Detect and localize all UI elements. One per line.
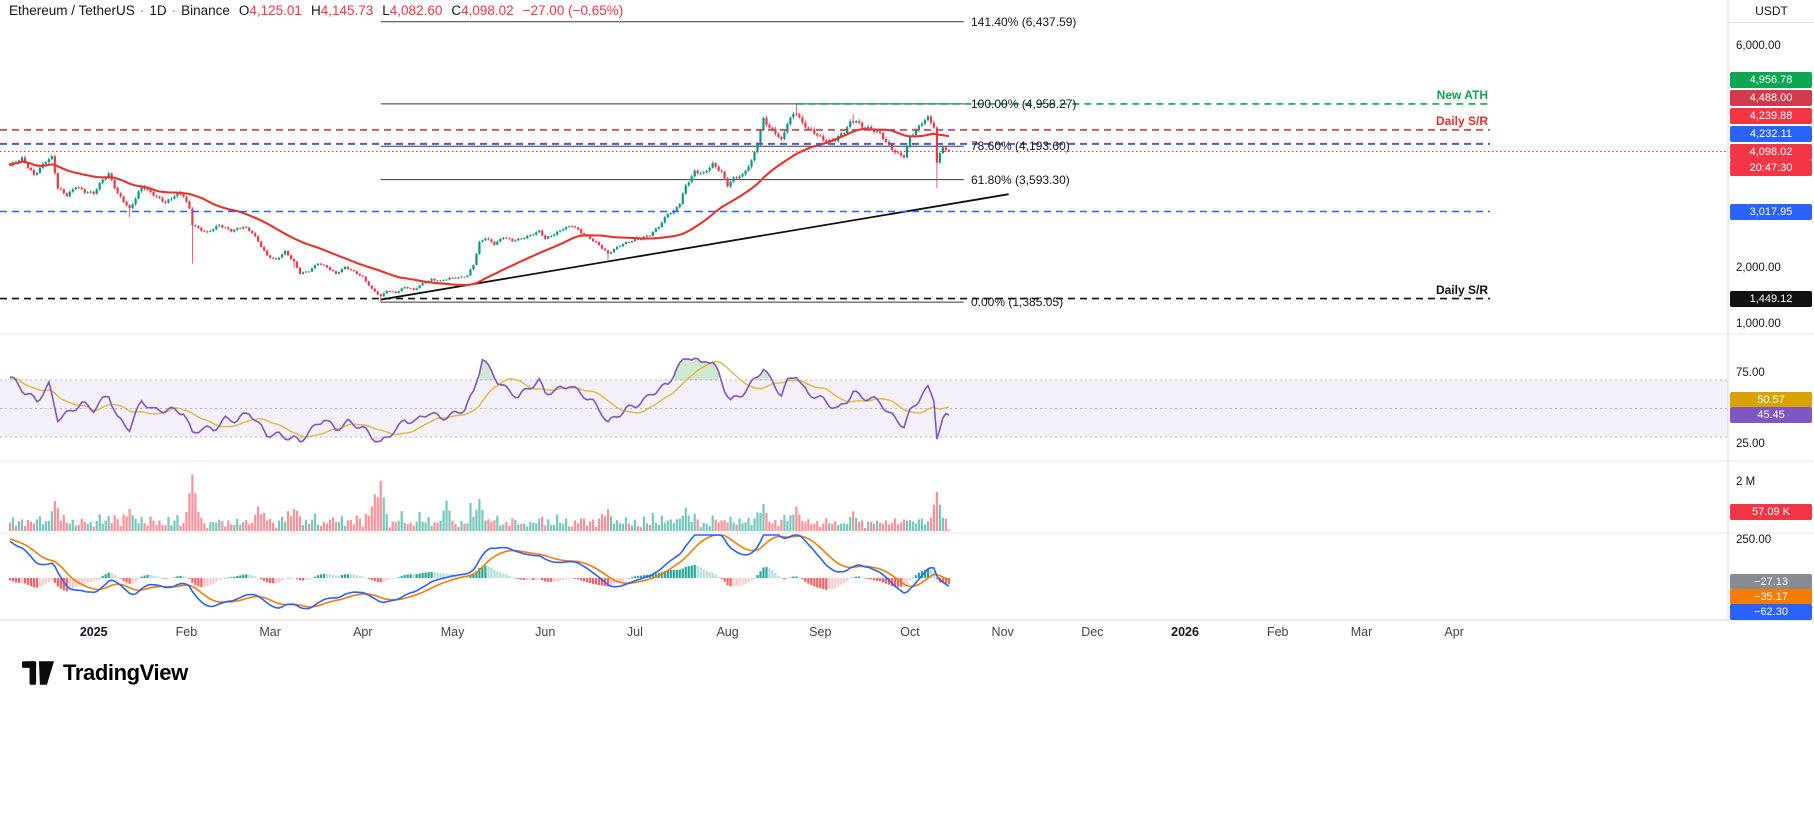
- volume-tag: 57.09 K: [1730, 504, 1812, 520]
- time-axis-label: 2026: [1171, 625, 1199, 639]
- price-tick: 2,000.00: [1736, 262, 1781, 274]
- fib-level-label[interactable]: 78.60% (4,193.60): [971, 139, 1070, 154]
- time-axis-label: Jun: [535, 625, 556, 639]
- price-tag-sr-upper: 4,488.00: [1730, 89, 1812, 106]
- low-label: L: [382, 3, 390, 18]
- symbol-legend[interactable]: Ethereum / TetherUS · 1D · Binance O4,125.01 H…: [9, 3, 623, 18]
- legend-separator-icon: ·: [139, 3, 145, 18]
- price-tag-last-price: 4,098.02: [1730, 143, 1812, 160]
- macd-signal-tag: −35.17: [1730, 589, 1812, 606]
- price-tick: 6,000.00: [1736, 40, 1781, 52]
- legend-separator-icon: ·: [171, 3, 177, 18]
- open-value: 4,125.01: [249, 3, 302, 18]
- price-axis-currency[interactable]: USDT: [1729, 0, 1814, 23]
- macd-tick: 250.00: [1736, 534, 1772, 546]
- annotation-daily-sr-upper[interactable]: Daily S/R: [1435, 113, 1488, 128]
- low-value: 4,082.60: [389, 3, 443, 18]
- macd-hist-tag: −27.13: [1730, 574, 1812, 591]
- fib-level-label[interactable]: 141.40% (6,437.59): [971, 14, 1077, 29]
- price-tick: 1,000.00: [1736, 317, 1781, 330]
- exchange-label[interactable]: Binance: [181, 3, 230, 18]
- time-axis-label: 2025: [79, 625, 108, 639]
- change-value: −27.00 (−0.65%): [522, 3, 624, 18]
- rsi-tick: 75.00: [1736, 366, 1765, 379]
- time-axis-label: Mar: [259, 625, 281, 639]
- fib-level-label[interactable]: 61.80% (3,593.30): [971, 172, 1070, 187]
- time-axis-label: Feb: [1266, 625, 1289, 639]
- interval-label[interactable]: 1D: [149, 3, 167, 18]
- footer-brand[interactable]: TradingView: [22, 660, 188, 686]
- time-axis-label: Dec: [1081, 625, 1104, 639]
- tradingview-logo-icon: [22, 660, 54, 685]
- time-axis-label: May: [440, 625, 465, 639]
- annotation-daily-sr-lower[interactable]: Daily S/R: [1435, 282, 1488, 297]
- time-axis-label: Feb: [175, 625, 198, 639]
- time-axis-label: Aug: [716, 625, 739, 639]
- footer-brand-text: TradingView: [63, 660, 188, 685]
- price-tag-ath: 4,956.78: [1730, 71, 1812, 88]
- fib-level-label[interactable]: 0.00% (1,385.05): [971, 295, 1064, 310]
- price-tag-sr-lower: 1,449.12: [1730, 290, 1812, 307]
- close-label: C: [451, 3, 462, 18]
- time-axis-label: Apr: [353, 625, 373, 639]
- time-axis-label: Apr: [1444, 625, 1464, 639]
- fib-level-label[interactable]: 100.00% (4,958.27): [971, 96, 1077, 111]
- time-axis-label: Oct: [900, 625, 920, 639]
- time-axis-label: Mar: [1350, 625, 1373, 639]
- time-axis-label: Jul: [626, 625, 643, 639]
- annotation-new-ath[interactable]: New ATH: [1436, 87, 1488, 102]
- price-tag-blue-upper: 4,232.11: [1730, 125, 1812, 142]
- rsi-tag: 45.45: [1730, 406, 1812, 423]
- volume-tick: 2 M: [1736, 476, 1756, 488]
- price-tag-blue-lower: 3,017.95: [1730, 203, 1812, 220]
- rsi-ma-tag: 50.57: [1730, 391, 1812, 408]
- macd-line-tag: −62.30: [1730, 604, 1812, 621]
- time-axis-label: Nov: [991, 625, 1014, 639]
- open-label: O: [238, 3, 250, 18]
- price-tag-countdown: 20:47:30: [1730, 159, 1812, 176]
- high-value: 4,145.73: [320, 3, 374, 18]
- rsi-tick: 25.00: [1736, 438, 1765, 451]
- price-tag-4239: 4,239.88: [1730, 107, 1812, 124]
- high-label: H: [310, 3, 321, 18]
- time-axis-label: Sep: [809, 625, 832, 639]
- close-value: 4,098.02: [461, 3, 514, 18]
- symbol-title[interactable]: Ethereum / TetherUS: [9, 3, 135, 18]
